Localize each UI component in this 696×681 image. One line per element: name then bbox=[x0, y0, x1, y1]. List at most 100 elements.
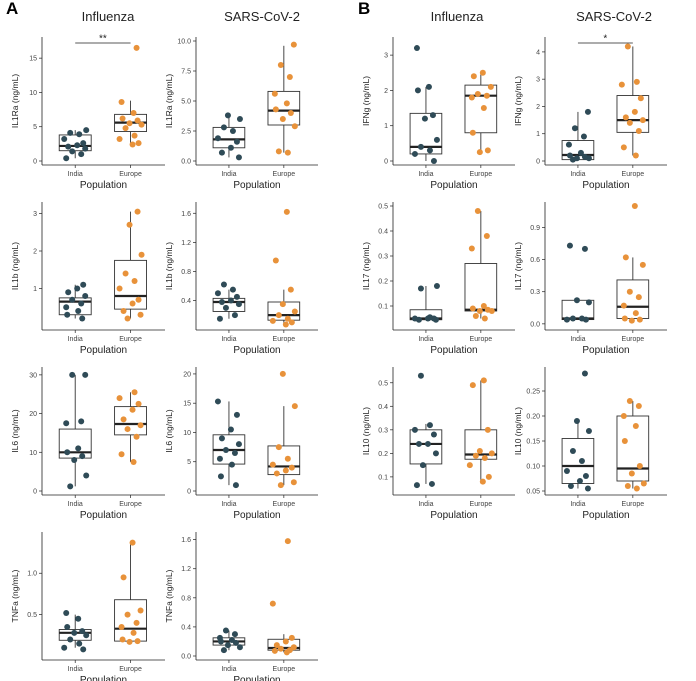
data-point-india bbox=[580, 133, 587, 140]
x-tick-label-india: India bbox=[68, 501, 83, 508]
y-tick-label: 0.0 bbox=[181, 654, 191, 661]
data-point-europe bbox=[290, 479, 297, 486]
x-tick-label-europe: Europe bbox=[622, 171, 645, 178]
data-point-europe bbox=[621, 315, 628, 322]
data-point-india bbox=[65, 143, 72, 150]
significance-label: * bbox=[603, 34, 607, 45]
data-point-europe bbox=[632, 310, 639, 317]
data-point-europe bbox=[131, 389, 138, 396]
data-point-europe bbox=[269, 600, 276, 607]
panel-letter-b: B bbox=[358, 0, 370, 18]
column-title-influenza-a: Influenza bbox=[82, 9, 136, 24]
box-europe bbox=[114, 599, 147, 642]
data-point-europe bbox=[639, 261, 646, 268]
data-point-india bbox=[79, 628, 86, 635]
x-axis-label: Population bbox=[80, 180, 127, 191]
data-point-india bbox=[417, 143, 424, 150]
data-point-india bbox=[563, 316, 570, 323]
data-point-india bbox=[569, 448, 576, 454]
data-point-india bbox=[218, 299, 225, 305]
data-point-europe bbox=[626, 119, 633, 126]
data-point-india bbox=[235, 441, 242, 448]
y-axis-label: IL17 (ng/mL) bbox=[361, 242, 371, 290]
y-tick-label: 0.5 bbox=[27, 612, 37, 619]
data-point-europe bbox=[291, 403, 298, 410]
data-point-india bbox=[63, 420, 70, 427]
x-axis-label: Population bbox=[80, 675, 127, 681]
data-point-europe bbox=[277, 482, 284, 489]
y-tick-label: 0.5 bbox=[378, 204, 388, 211]
data-point-europe bbox=[480, 377, 487, 384]
data-point-europe bbox=[480, 303, 487, 309]
data-point-europe bbox=[279, 301, 286, 308]
data-point-europe bbox=[632, 423, 639, 429]
y-tick-label: 0.3 bbox=[378, 427, 388, 434]
data-point-europe bbox=[468, 245, 475, 252]
data-point-europe bbox=[275, 312, 282, 319]
y-axis-label: IL6 (ng/mL) bbox=[164, 409, 174, 453]
data-point-europe bbox=[622, 254, 629, 261]
data-point-india bbox=[78, 151, 85, 158]
x-tick-label-europe: Europe bbox=[273, 666, 296, 673]
data-point-europe bbox=[130, 110, 137, 116]
data-point-europe bbox=[466, 462, 473, 469]
data-point-india bbox=[80, 281, 87, 288]
data-point-europe bbox=[275, 444, 282, 451]
y-tick-label: 0.0 bbox=[181, 159, 191, 166]
data-point-europe bbox=[124, 611, 131, 618]
data-point-india bbox=[224, 112, 231, 119]
data-point-india bbox=[571, 125, 578, 132]
data-point-europe bbox=[282, 467, 289, 474]
data-point-india bbox=[426, 422, 433, 429]
chart-a_il1b_sars: 0.4 0.8 1.2 1.6 India Europe Population IL1b (n… bbox=[164, 202, 318, 356]
chart-b_il10_sars: 0.05 0.10 0.15 0.20 0.25 India Europe Populatio… bbox=[513, 367, 667, 521]
data-point-india bbox=[64, 624, 71, 631]
data-point-india bbox=[231, 312, 238, 319]
data-point-india bbox=[231, 631, 238, 638]
y-tick-label: 20 bbox=[29, 411, 37, 418]
y-tick-label: 0.5 bbox=[378, 380, 388, 387]
data-point-europe bbox=[472, 313, 479, 319]
y-tick-label: 2 bbox=[33, 249, 37, 256]
y-tick-label: 0 bbox=[536, 159, 540, 166]
data-point-europe bbox=[621, 438, 628, 444]
y-tick-label: 1.2 bbox=[181, 566, 191, 573]
data-point-india bbox=[236, 116, 243, 122]
y-tick-label: 5 bbox=[33, 124, 37, 131]
y-axis-label: TNFa (ng/mL) bbox=[10, 569, 20, 622]
y-tick-label: 15 bbox=[183, 401, 191, 408]
data-point-europe bbox=[273, 470, 280, 477]
data-point-india bbox=[414, 87, 421, 94]
data-point-europe bbox=[134, 208, 141, 215]
data-point-europe bbox=[290, 41, 297, 48]
data-point-europe bbox=[129, 539, 136, 546]
data-point-india bbox=[424, 440, 431, 447]
y-axis-label: IL1b (ng/mL) bbox=[164, 242, 174, 290]
data-point-europe bbox=[271, 90, 278, 97]
data-point-europe bbox=[487, 83, 494, 90]
data-point-europe bbox=[284, 149, 291, 156]
data-point-india bbox=[228, 461, 235, 468]
data-point-india bbox=[227, 297, 234, 304]
data-point-europe bbox=[479, 69, 486, 76]
x-axis-label: Population bbox=[233, 675, 280, 681]
x-tick-label-india: India bbox=[418, 336, 433, 343]
data-point-europe bbox=[479, 478, 486, 485]
y-tick-label: 0.4 bbox=[181, 624, 191, 631]
data-point-europe bbox=[290, 644, 297, 651]
x-tick-label-europe: Europe bbox=[273, 171, 296, 178]
data-point-india bbox=[227, 144, 234, 151]
data-point-europe bbox=[470, 73, 477, 80]
data-point-india bbox=[432, 450, 439, 457]
data-point-europe bbox=[468, 94, 475, 101]
y-tick-label: 3 bbox=[33, 211, 37, 218]
data-point-europe bbox=[118, 624, 125, 631]
data-point-europe bbox=[271, 647, 278, 654]
y-tick-label: 1 bbox=[536, 131, 540, 138]
y-tick-label: 0 bbox=[33, 159, 37, 166]
data-point-europe bbox=[628, 317, 635, 324]
y-tick-label: 0.10 bbox=[526, 464, 540, 471]
y-tick-label: 0.4 bbox=[378, 404, 388, 411]
y-axis-label: IL10 (ng/mL) bbox=[361, 407, 371, 455]
x-tick-label-europe: Europe bbox=[119, 501, 142, 508]
